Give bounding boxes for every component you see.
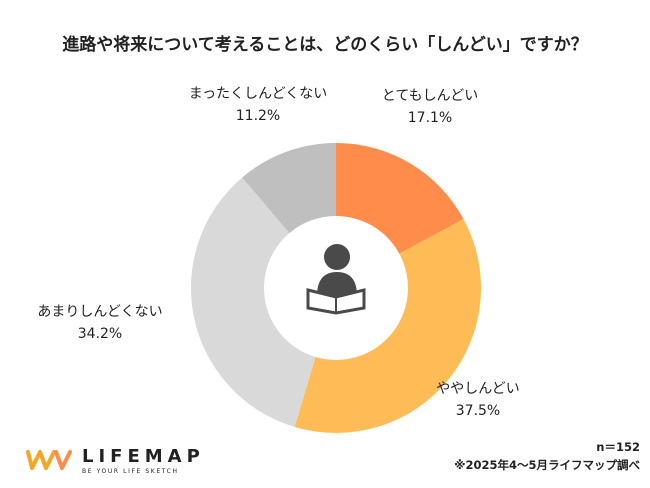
- donut-slice: [294, 218, 481, 433]
- logo-mark: [26, 450, 72, 470]
- reader-icon: [306, 244, 366, 315]
- slice-category-label: ややしんどい: [436, 381, 520, 397]
- slice-value-label: 11.2%: [236, 108, 280, 124]
- donut: [190, 143, 481, 433]
- slice-category-label: とてもしんどい: [382, 88, 478, 104]
- donut-slice: [242, 143, 336, 234]
- source-note: ※2025年4〜5月ライフマップ調べ: [454, 458, 640, 472]
- donut-slice: [190, 177, 316, 427]
- chart-title: 進路や将来について考えることは、どのくらい「しんどい」ですか？: [62, 34, 587, 55]
- slice-value-label: 17.1%: [408, 110, 452, 126]
- donut-slice: [336, 143, 464, 254]
- slice-category-label: まったくしんどくない: [189, 86, 328, 102]
- slice-value-label: 37.5%: [456, 403, 500, 419]
- sample-size: n＝152: [596, 440, 640, 454]
- logo-name: LIFEMAP: [82, 446, 205, 467]
- slice-value-label: 34.2%: [78, 326, 122, 342]
- slice-category-label: あまりしんどくない: [37, 304, 162, 320]
- logo-tagline: BE YOUR LIFE SKETCH: [82, 468, 179, 475]
